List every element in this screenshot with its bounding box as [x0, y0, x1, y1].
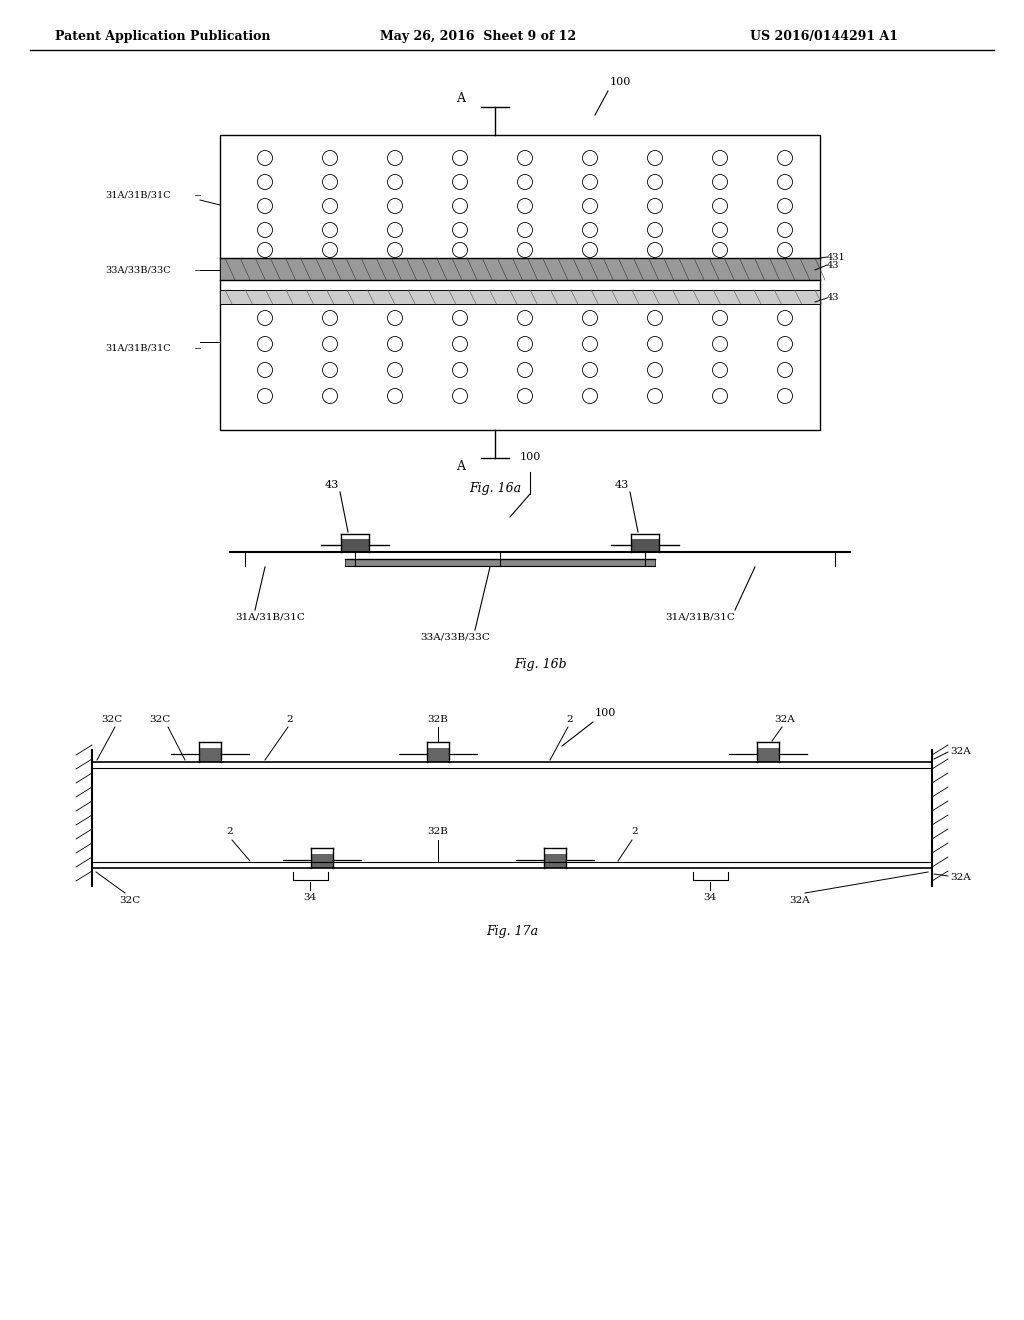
Text: 2: 2: [226, 828, 233, 836]
Text: 32C: 32C: [101, 715, 123, 723]
Text: 32B: 32B: [428, 828, 449, 836]
Text: 31A/31B/31C: 31A/31B/31C: [665, 612, 735, 620]
Bar: [341, 540, 369, 552]
Bar: [220, 290, 820, 304]
Text: 100: 100: [595, 708, 616, 718]
Bar: [311, 854, 333, 869]
Text: 2: 2: [287, 715, 293, 723]
Bar: [220, 135, 820, 430]
Text: 43: 43: [827, 293, 840, 302]
Bar: [544, 854, 566, 869]
Text: Fig. 16a: Fig. 16a: [469, 482, 521, 495]
Text: 32C: 32C: [120, 896, 140, 906]
Text: 31A/31B/31C: 31A/31B/31C: [105, 190, 171, 199]
Bar: [757, 748, 779, 762]
Text: A: A: [456, 92, 465, 106]
Text: 32A: 32A: [950, 874, 971, 883]
Text: 32B: 32B: [428, 715, 449, 723]
Text: 33A/33B/33C: 33A/33B/33C: [420, 632, 489, 642]
Text: 100: 100: [610, 77, 632, 87]
Text: US 2016/0144291 A1: US 2016/0144291 A1: [750, 30, 898, 44]
Bar: [345, 558, 655, 566]
Text: A: A: [456, 459, 465, 473]
Bar: [427, 748, 449, 762]
Text: Patent Application Publication: Patent Application Publication: [55, 30, 270, 44]
Text: 33A/33B/33C: 33A/33B/33C: [105, 265, 171, 275]
Text: 34: 34: [303, 894, 316, 902]
Text: 2: 2: [566, 715, 573, 723]
Text: 31A/31B/31C: 31A/31B/31C: [234, 612, 305, 620]
Text: 32A: 32A: [790, 896, 810, 906]
Text: 100: 100: [519, 451, 541, 462]
Text: 31A/31B/31C: 31A/31B/31C: [105, 343, 171, 352]
Text: 431: 431: [827, 252, 846, 261]
Bar: [220, 257, 820, 280]
Text: 32C: 32C: [150, 715, 171, 723]
Text: 43: 43: [615, 480, 630, 490]
Text: 2: 2: [632, 828, 638, 836]
Text: May 26, 2016  Sheet 9 of 12: May 26, 2016 Sheet 9 of 12: [380, 30, 577, 44]
Text: Fig. 16b: Fig. 16b: [514, 657, 566, 671]
Bar: [631, 540, 659, 552]
Text: 43: 43: [827, 260, 840, 269]
Text: 43: 43: [325, 480, 339, 490]
Text: 32A: 32A: [950, 747, 971, 756]
Text: Fig. 17a: Fig. 17a: [486, 925, 538, 939]
Text: 32A: 32A: [774, 715, 796, 723]
Text: 34: 34: [703, 894, 717, 902]
Bar: [199, 748, 221, 762]
